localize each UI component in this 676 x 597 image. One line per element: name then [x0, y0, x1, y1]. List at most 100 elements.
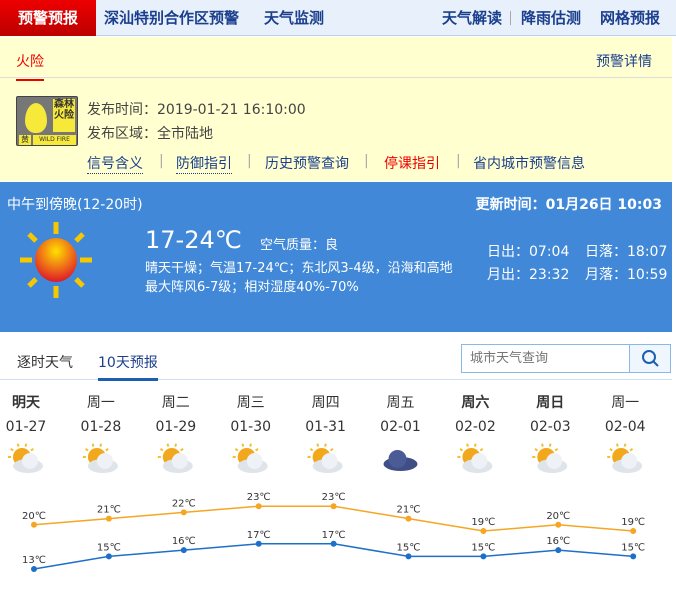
forecast-date: 01-27 [5, 419, 47, 435]
low-temp-line [33, 543, 634, 570]
cloudy-sun-icon [532, 443, 568, 473]
high-temp-label: 23℃ [322, 492, 346, 503]
tab-hourly[interactable]: 逐时天气 [17, 355, 73, 371]
forecast-date: 01-31 [305, 419, 346, 435]
high-temp-point [555, 521, 562, 528]
forecast-date: 01-29 [155, 419, 197, 435]
wildfire-warning-icon: 森林火险 黄 WILD FIRE [16, 96, 78, 146]
nav-interpretation[interactable]: 天气解读 [442, 9, 503, 27]
high-temp-point [255, 503, 262, 510]
high-temp-label: 23℃ [247, 492, 271, 503]
air-quality: 空气质量：良 [260, 238, 339, 253]
high-temp-label: 21℃ [397, 505, 421, 516]
city-search [461, 344, 671, 373]
forecast-day: 周五 [386, 395, 415, 411]
low-temp-label: 17℃ [322, 530, 346, 541]
forecast-day: 周四 [311, 395, 340, 411]
overcast-icon [383, 450, 418, 471]
nav-warning-forecast[interactable]: 预警预报 [0, 0, 96, 36]
partly-cloudy-icon [82, 443, 118, 473]
low-temp-label: 16℃ [172, 536, 196, 547]
current-weather: 中午到傍晚(12-20时) 更新时间：01月26日 10:03 17-24℃ 空… [0, 182, 672, 332]
low-temp-point [105, 553, 112, 560]
moonrise: 月出：23:32 [487, 267, 570, 283]
low-temp-point [405, 553, 412, 560]
low-temp-label: 13℃ [22, 555, 46, 566]
low-temp-point [480, 553, 487, 560]
low-temp-label: 15℃ [471, 542, 495, 553]
forecast-day: 周三 [236, 395, 265, 411]
cloudy-sun-icon [232, 443, 268, 473]
link-history[interactable]: 历史预警查询 [265, 156, 349, 172]
forecast-date: 02-02 [455, 419, 496, 435]
warning-detail-link[interactable]: 预警详情 [596, 54, 652, 70]
nav-shenshan[interactable]: 深汕特别合作区预警 [104, 9, 240, 27]
forecast-day: 周日 [536, 395, 565, 411]
period: 中午到傍晚(12-20时) [7, 197, 143, 213]
low-temp-point [255, 540, 262, 547]
forecast-day: 明天 [12, 395, 40, 411]
sunrise: 日出：07:04 [487, 244, 570, 260]
forecast-day: 周六 [461, 395, 490, 411]
forecast-date: 02-03 [529, 419, 571, 435]
nav-rain-estimate[interactable]: 降雨估测 [521, 9, 582, 27]
high-temp-point [405, 515, 412, 522]
cloudy-sun-icon [457, 443, 493, 473]
link-province-warnings[interactable]: 省内城市预警信息 [473, 156, 585, 172]
high-temp-label: 19℃ [621, 517, 645, 528]
forecast-date: 01-28 [80, 419, 122, 435]
low-temp-label: 15℃ [397, 542, 421, 553]
low-temp-label: 16℃ [546, 536, 570, 547]
low-temp-point [630, 553, 637, 560]
search-button[interactable] [629, 345, 670, 372]
link-class-suspension[interactable]: 停课指引 [384, 156, 440, 172]
low-temp-point [555, 547, 562, 554]
high-temp-point [630, 528, 637, 534]
high-temp-label: 20℃ [546, 511, 570, 522]
cloudy-sun-icon [307, 443, 343, 473]
high-temp-point [180, 509, 187, 516]
high-temp-line [33, 505, 634, 532]
high-temp-label: 19℃ [471, 517, 495, 528]
partly-cloudy-icon [157, 443, 193, 473]
high-temp-point [480, 528, 487, 534]
low-temp-label: 17℃ [247, 530, 271, 541]
link-defense-guide[interactable]: 防御指引 [176, 153, 232, 174]
forecast-day: 周一 [611, 395, 640, 411]
top-nav: 预警预报 深汕特别合作区预警 天气监测 天气解读 降雨估测 网格预报 [0, 0, 676, 36]
high-temp-label: 22℃ [172, 498, 196, 509]
high-temp-label: 21℃ [97, 505, 121, 516]
search-icon [642, 350, 659, 367]
forecast-date: 02-04 [604, 419, 646, 435]
high-temp-point [31, 521, 37, 528]
weather-description-2: 最大阵风6-7级；相对湿度40%-70% [145, 280, 359, 295]
low-temp-point [330, 540, 337, 547]
low-temp-point [180, 547, 187, 554]
forecast-date: 02-01 [380, 419, 421, 435]
low-temp-label: 15℃ [97, 542, 121, 553]
high-temp-label: 20℃ [22, 511, 46, 522]
weather-description: 晴天干燥；气温17-24℃；东北风3-4级，沿海和高地 [145, 261, 453, 276]
publish-time: 发布时间：2019-01-21 16:10:00 [87, 102, 306, 118]
updated-time: 更新时间：01月26日 10:03 [475, 197, 662, 213]
temperature-range: 17-24℃ [145, 226, 242, 254]
publish-area: 发布区域：全市陆地 [87, 126, 213, 142]
sunset: 日落：18:07 [585, 244, 668, 260]
partly-cloudy-icon [8, 443, 43, 473]
forecast-day: 周一 [86, 395, 115, 411]
high-temp-point [330, 503, 337, 510]
nav-grid-forecast[interactable]: 网格预报 [600, 9, 661, 27]
low-temp-point [31, 566, 37, 572]
forecast-date: 01-30 [230, 419, 272, 435]
tab-10-day[interactable]: 10天预报 [98, 352, 158, 381]
low-temp-label: 15℃ [621, 542, 645, 553]
warning-panel: 火险 预警详情 森林火险 黄 WILD FIRE 发布时间：2019-01-21… [0, 37, 672, 181]
divider [510, 11, 511, 25]
link-signal-meaning[interactable]: 信号含义 [87, 153, 143, 174]
forecast-tabs: 逐时天气 10天预报 [0, 332, 672, 381]
nav-monitoring[interactable]: 天气监测 [264, 9, 325, 27]
city-search-input[interactable] [462, 345, 629, 372]
high-temp-point [105, 515, 112, 522]
tab-fire-risk[interactable]: 火险 [16, 51, 44, 81]
moonset: 月落：10:59 [585, 267, 668, 283]
